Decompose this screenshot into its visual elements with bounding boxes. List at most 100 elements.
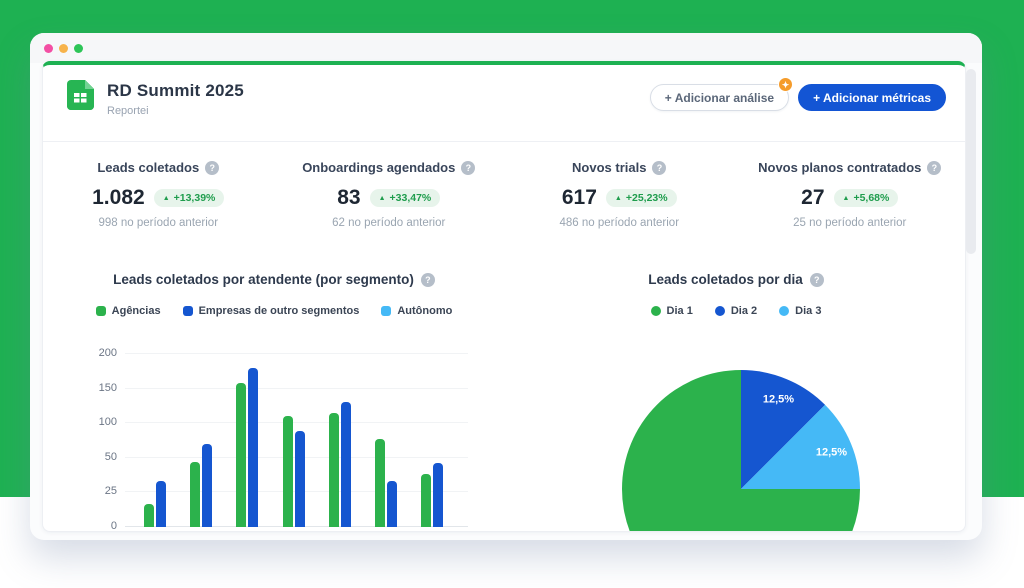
bar-agencias[interactable] bbox=[328, 412, 339, 527]
legend-label: Autônomo bbox=[397, 305, 453, 317]
legend-item-agencias: Agências bbox=[95, 305, 161, 317]
legend-item-dia-2: Dia 2 bbox=[714, 305, 758, 317]
y-axis-tick-label: 25 bbox=[104, 485, 117, 498]
bar-agencias[interactable] bbox=[236, 383, 247, 527]
legend-item-dia-3: Dia 3 bbox=[779, 305, 821, 317]
legend-label: Dia 2 bbox=[730, 305, 758, 317]
kpi-novos-trials: Novos trials ? 617 ▲ +25,23% 486 no perí… bbox=[504, 159, 735, 229]
bar-chart-title: Leads coletados por atendente (por segme… bbox=[113, 272, 414, 287]
kpi-onboardings-agendados: Onboardings agendados ? 83 ▲ +33,47% 62 … bbox=[274, 159, 505, 229]
add-analysis-button[interactable]: + Adicionar análise ✦ bbox=[649, 77, 794, 111]
bar-chart-plot bbox=[123, 353, 468, 527]
legend-item-empresas: Empresas de outro segmentos bbox=[182, 305, 360, 317]
pie-slice-dia-3[interactable] bbox=[741, 404, 860, 489]
legend-swatch-green bbox=[650, 306, 661, 316]
pie-chart-legend: Dia 1 Dia 2 Dia 3 bbox=[505, 305, 965, 317]
gridline bbox=[125, 387, 468, 389]
pie-slice-label: 12,5% bbox=[816, 447, 847, 459]
bar-empresas[interactable] bbox=[433, 463, 444, 527]
report-source: Reportei bbox=[107, 105, 149, 117]
add-metrics-label: + Adicionar métricas bbox=[813, 90, 931, 105]
kpi-delta: +33,47% bbox=[389, 192, 432, 204]
bar-agencias[interactable] bbox=[190, 462, 201, 527]
help-icon[interactable]: ? bbox=[205, 160, 220, 175]
bar-chart-section: Leads coletados por atendente (por segme… bbox=[43, 265, 505, 531]
header-divider bbox=[43, 141, 965, 142]
help-icon[interactable]: ? bbox=[809, 272, 824, 287]
legend-swatch-darkblue bbox=[182, 306, 193, 316]
up-arrow-icon: ▲ bbox=[378, 194, 386, 202]
window-minimize-button[interactable] bbox=[59, 44, 68, 53]
kpi-previous: 998 no período anterior bbox=[98, 217, 219, 229]
kpi-previous: 62 no período anterior bbox=[332, 217, 446, 229]
bar-empresas[interactable] bbox=[156, 481, 166, 527]
legend-swatch-lightblue bbox=[779, 306, 790, 316]
kpi-label: Leads coletados bbox=[97, 160, 200, 175]
kpi-leads-coletados: Leads coletados ? 1.082 ▲ +13,39% 998 no… bbox=[43, 159, 274, 229]
kpi-value: 83 bbox=[337, 186, 361, 209]
scrollbar-thumb[interactable] bbox=[966, 69, 976, 254]
window-titlebar bbox=[30, 33, 982, 63]
kpi-label: Onboardings agendados bbox=[302, 160, 456, 175]
window-close-button[interactable] bbox=[44, 44, 53, 53]
bar-agencias[interactable] bbox=[421, 474, 432, 527]
bar-agencias[interactable] bbox=[282, 416, 293, 527]
window-zoom-button[interactable] bbox=[74, 44, 83, 53]
legend-swatch-green bbox=[95, 306, 106, 316]
spreadsheet-icon bbox=[67, 80, 94, 110]
kpi-delta-badge: ▲ +33,47% bbox=[369, 189, 441, 207]
kpi-delta: +25,23% bbox=[625, 192, 668, 204]
gridline bbox=[125, 353, 468, 354]
report-title: RD Summit 2025 bbox=[107, 81, 244, 100]
up-arrow-icon: ▲ bbox=[842, 194, 850, 202]
kpi-delta: +13,39% bbox=[173, 192, 216, 204]
kpi-previous: 486 no período anterior bbox=[559, 217, 680, 229]
legend-item-autonomo: Autônomo bbox=[381, 305, 452, 317]
legend-label: Agências bbox=[111, 305, 161, 317]
bar-empresas[interactable] bbox=[202, 444, 213, 527]
bar-chart-y-axis: 0 25 50 100 150 200 bbox=[79, 347, 117, 531]
up-arrow-icon: ▲ bbox=[162, 194, 170, 202]
help-icon[interactable]: ? bbox=[652, 160, 667, 175]
kpi-delta: +5,68% bbox=[853, 192, 890, 204]
bar-empresas[interactable] bbox=[340, 402, 351, 527]
legend-label: Dia 3 bbox=[795, 305, 822, 317]
legend-label: Dia 1 bbox=[666, 305, 693, 317]
kpi-delta-badge: ▲ +5,68% bbox=[833, 189, 899, 207]
kpi-delta-badge: ▲ +13,39% bbox=[153, 189, 225, 207]
add-metrics-button[interactable]: + Adicionar métricas bbox=[798, 84, 946, 111]
kpi-novos-planos-contratados: Novos planos contratados ? 27 ▲ +5,68% 2… bbox=[735, 159, 966, 229]
kpi-label: Novos planos contratados bbox=[758, 160, 922, 175]
y-axis-tick-label: 0 bbox=[110, 520, 117, 532]
add-analysis-label: + Adicionar análise bbox=[664, 90, 775, 105]
pie-slice-dia-2[interactable] bbox=[741, 370, 826, 489]
kpi-delta-badge: ▲ +25,23% bbox=[605, 189, 677, 207]
legend-swatch-lightblue bbox=[381, 306, 392, 316]
help-icon[interactable]: ? bbox=[461, 160, 476, 175]
help-icon[interactable]: ? bbox=[927, 160, 942, 175]
report-title-block: RD Summit 2025 Reportei bbox=[107, 81, 244, 117]
bar-agencias[interactable] bbox=[375, 439, 385, 527]
bar-empresas[interactable] bbox=[248, 367, 259, 527]
sparkle-badge-icon: ✦ bbox=[778, 77, 794, 92]
pie-slice-label: 12,5% bbox=[763, 394, 794, 406]
gridline bbox=[125, 422, 468, 424]
bar-empresas[interactable] bbox=[294, 430, 305, 527]
legend-label: Empresas de outro segmentos bbox=[198, 305, 360, 317]
pie-slice-dia-1[interactable] bbox=[622, 370, 860, 532]
report-card: RD Summit 2025 Reportei + Adicionar anál… bbox=[42, 61, 966, 532]
help-icon[interactable]: ? bbox=[420, 272, 435, 287]
kpi-label: Novos trials bbox=[572, 160, 647, 175]
pie-chart-section: Leads coletados por dia ? Dia 1 Dia 2 Di… bbox=[505, 265, 965, 532]
y-axis-tick-label: 200 bbox=[98, 347, 117, 359]
y-axis-tick-label: 100 bbox=[98, 416, 117, 429]
y-axis-tick-label: 150 bbox=[98, 381, 117, 394]
legend-item-dia-1: Dia 1 bbox=[650, 305, 693, 317]
bar-empresas[interactable] bbox=[387, 481, 397, 527]
kpi-value: 27 bbox=[801, 186, 825, 209]
pie-chart-plot: 12,5% 12,5% bbox=[622, 370, 860, 532]
bar-agencias[interactable] bbox=[144, 503, 154, 527]
kpi-previous: 25 no período anterior bbox=[793, 217, 907, 229]
kpi-row: Leads coletados ? 1.082 ▲ +13,39% 998 no… bbox=[43, 159, 965, 229]
